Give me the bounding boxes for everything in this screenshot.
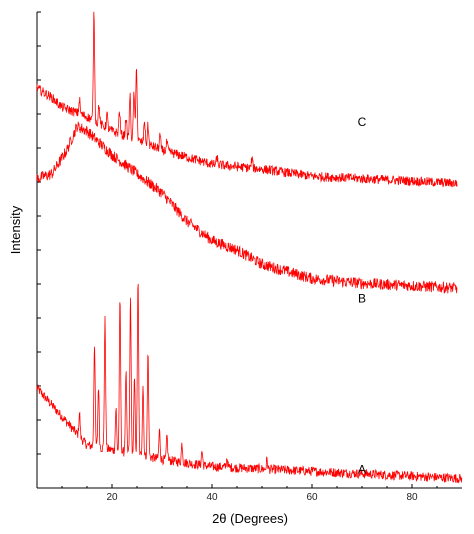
x-tick-label: 40 [206, 492, 218, 503]
series-labels: A B C [358, 115, 367, 476]
x-tick-label: 60 [306, 492, 318, 503]
series-label-C: C [358, 115, 367, 129]
y-axis-ticks [37, 11, 41, 489]
x-axis-ticks: 20 40 60 80 [61, 484, 438, 503]
x-tick-label: 20 [106, 492, 118, 503]
xrd-traces [36, 11, 463, 484]
y-axis-title: Intensity [8, 205, 23, 254]
series-label-A: A [358, 463, 366, 477]
trace-C [36, 11, 458, 188]
series-label-B: B [358, 291, 366, 305]
x-axis-title: 2θ (Degrees) [212, 511, 288, 526]
x-tick-label: 80 [406, 492, 418, 503]
trace-B [36, 121, 458, 294]
trace-A [36, 283, 463, 484]
